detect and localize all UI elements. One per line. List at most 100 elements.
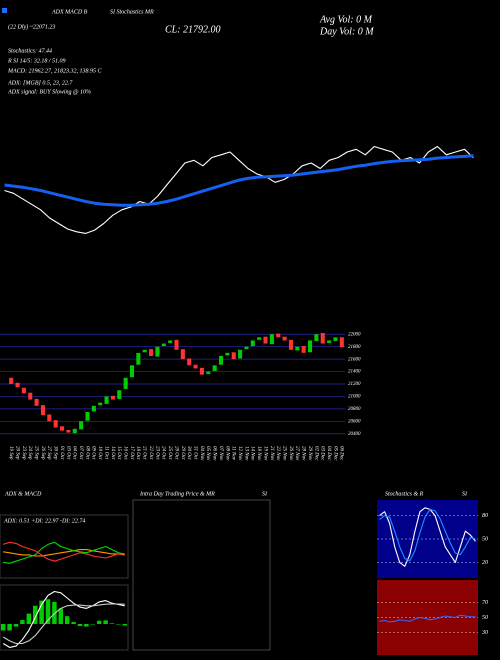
- x-tick-label: 22 Oct: [148, 446, 153, 460]
- x-tick-label: 03 Dec: [320, 446, 325, 461]
- candle-body: [314, 334, 319, 342]
- x-tick-label: 28 Nov: [301, 446, 306, 461]
- histogram-bar: [13, 624, 19, 627]
- histogram-bar: [84, 624, 89, 627]
- x-tick-label: 06 Nov: [212, 446, 217, 461]
- candle-body: [161, 343, 166, 347]
- x-tick-label: 24 Sep: [27, 446, 32, 460]
- annotation: (22 Dly) ~22071.23: [8, 23, 55, 30]
- y-tick-label: 50: [482, 536, 488, 542]
- panel-title: Intra Day Trading Price & MR: [139, 491, 215, 497]
- x-tick-label: 16 Oct: [122, 446, 127, 460]
- x-tick-label: 14 Nov: [250, 446, 255, 461]
- x-tick-label: 09 Oct: [91, 446, 96, 460]
- x-tick-label: 28 Oct: [173, 446, 178, 460]
- x-tick-label: 10 Oct: [97, 446, 102, 460]
- x-tick-label: 05 Dec: [332, 446, 337, 461]
- candle-body: [238, 349, 243, 359]
- y-tick-label: 21400: [348, 370, 361, 375]
- x-tick-label: 07 Nov: [218, 446, 223, 461]
- x-tick-label: 11 Oct: [103, 446, 108, 460]
- x-tick-label: 11 Nov: [231, 446, 236, 461]
- histogram-bar: [39, 600, 44, 624]
- y-tick-label: 21200: [348, 382, 361, 387]
- candle-body: [79, 421, 84, 430]
- candle-body: [174, 339, 179, 350]
- histogram-bar: [90, 624, 96, 625]
- annotation: Avg Vol: 0 M: [319, 14, 373, 25]
- y-tick-label: 22000: [348, 332, 361, 337]
- candle-body: [168, 340, 173, 343]
- series-line: [379, 507, 476, 567]
- x-tick-label: 25 Oct: [167, 446, 172, 460]
- annotation: ADX signal: BUY Slowing @ 10%: [7, 89, 91, 95]
- x-tick-label: 04 Dec: [326, 446, 331, 461]
- x-tick-label: 22 Nov: [275, 446, 280, 461]
- candle-body: [250, 340, 255, 347]
- candle-body: [85, 412, 90, 421]
- x-tick-label: 06 Dec: [339, 446, 344, 461]
- x-tick-label: 05 Nov: [205, 446, 210, 461]
- candle-body: [206, 371, 211, 375]
- candle-body: [333, 337, 338, 342]
- candle-body: [276, 333, 281, 338]
- x-tick-label: 20 Sep: [14, 446, 19, 460]
- series-line: [3, 541, 125, 564]
- x-tick-label: 03 Oct: [65, 446, 70, 460]
- x-tick-label: 19 Nov: [262, 446, 267, 461]
- candle-body: [34, 398, 39, 406]
- histogram-bar: [45, 599, 51, 624]
- histogram-bar: [32, 605, 38, 624]
- histogram-bar: [96, 620, 102, 624]
- x-tick-label: 04 Oct: [72, 446, 77, 460]
- candle-body: [339, 337, 344, 348]
- annotation: Day Vol: 0 M: [319, 26, 374, 37]
- annotation: ADX: [MGB] 0.5, 23, 22.7: [7, 80, 73, 86]
- annotation: CL: 21792.00: [165, 24, 221, 35]
- x-tick-label: 27 Sep: [46, 446, 51, 460]
- candle-body: [98, 402, 103, 406]
- histogram-bar: [77, 624, 83, 626]
- x-tick-label: 27 Nov: [294, 446, 299, 461]
- panel-subtitle: SI: [262, 491, 268, 497]
- x-tick-label: 21 Oct: [142, 446, 147, 460]
- x-tick-label: 26 Sep: [40, 446, 45, 460]
- annotation: R SI 14/5: 32.18 / 51.09: [7, 57, 66, 64]
- histogram-bar: [26, 613, 32, 624]
- candle-body: [282, 336, 287, 341]
- y-tick-label: 21000: [348, 395, 361, 400]
- panel-subtitle: SI: [462, 491, 468, 497]
- x-tick-label: 25 Sep: [33, 446, 38, 460]
- series-line: [2, 603, 125, 645]
- candle-body: [155, 346, 160, 357]
- series-line: [3, 541, 125, 562]
- candle-body: [129, 365, 135, 378]
- candle-body: [307, 340, 313, 353]
- y-tick-label: 50: [482, 615, 488, 621]
- y-tick-label: 80: [482, 513, 488, 519]
- series-line: [2, 590, 125, 648]
- candle-body: [180, 349, 185, 360]
- y-tick-label: 20400: [348, 432, 361, 437]
- x-tick-label: 24 Oct: [161, 446, 166, 460]
- candle-body: [149, 349, 154, 356]
- y-tick-label: 21600: [348, 357, 361, 362]
- histogram-bar: [64, 616, 70, 624]
- x-tick-label: 02 Dec: [313, 446, 318, 461]
- y-tick-label: 70: [482, 600, 488, 606]
- candle-body: [187, 358, 192, 366]
- histogram-bar: [71, 622, 76, 624]
- x-tick-label: 30 Sep: [53, 446, 58, 460]
- histogram-bar: [20, 620, 25, 624]
- series-line: [379, 508, 476, 562]
- candle-body: [53, 420, 58, 428]
- annotation: Stochastics: 47.44: [8, 47, 52, 54]
- candle-body: [28, 392, 33, 400]
- candle-body: [91, 405, 96, 412]
- y-tick-label: 20: [482, 560, 488, 566]
- candle-body: [244, 346, 249, 350]
- histogram-bar: [58, 608, 64, 624]
- candle-body: [72, 428, 77, 434]
- candle-body: [193, 364, 198, 369]
- x-tick-label: 15 Oct: [116, 446, 121, 460]
